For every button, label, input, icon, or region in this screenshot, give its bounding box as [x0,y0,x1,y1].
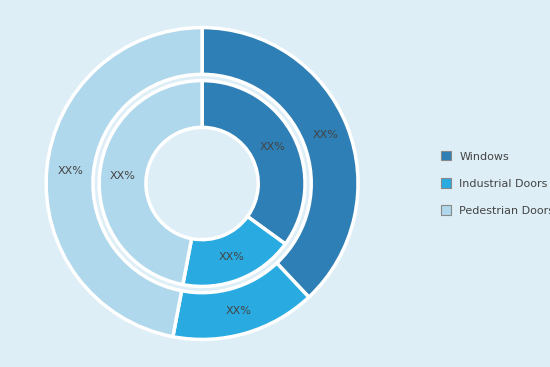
Wedge shape [173,263,309,339]
Legend: Windows, Industrial Doors, Pedestrian Doors: Windows, Industrial Doors, Pedestrian Do… [437,148,550,219]
Text: XX%: XX% [226,306,252,316]
Wedge shape [99,81,202,284]
Text: XX%: XX% [312,130,338,140]
Text: XX%: XX% [110,171,136,181]
Text: XX%: XX% [57,166,83,176]
Wedge shape [46,28,202,337]
Text: XX%: XX% [218,252,244,262]
Text: XX%: XX% [260,142,286,152]
Wedge shape [202,28,358,297]
Wedge shape [202,81,305,244]
Wedge shape [183,217,285,286]
